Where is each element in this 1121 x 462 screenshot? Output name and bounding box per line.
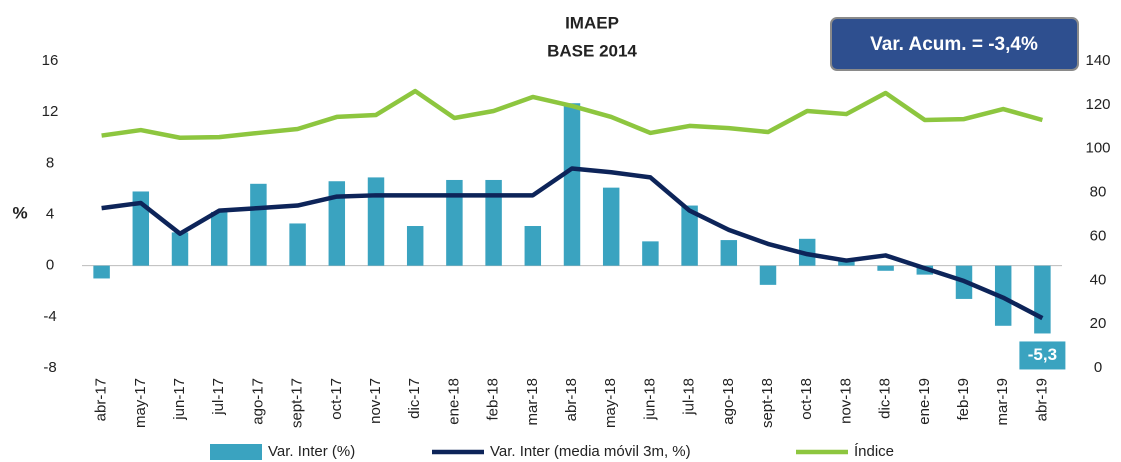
bar xyxy=(289,223,306,266)
y2-tick-label: 60 xyxy=(1090,227,1107,244)
x-tick-label: jul-18 xyxy=(681,378,698,416)
bar xyxy=(93,265,110,279)
x-tick-label: ago-18 xyxy=(720,378,737,425)
x-tick-label: oct-17 xyxy=(328,378,345,420)
value-label: -5,3 xyxy=(1028,345,1057,364)
x-tick-label: jun-18 xyxy=(641,378,658,421)
x-tick-label: feb-19 xyxy=(955,378,972,421)
bar xyxy=(250,183,267,266)
x-tick-label: may-18 xyxy=(602,378,619,428)
bar xyxy=(485,179,502,266)
x-tick-label: abr-19 xyxy=(1033,378,1050,421)
line xyxy=(101,166,1044,321)
x-tick-label: abr-17 xyxy=(93,378,110,421)
chart-subtitle: BASE 2014 xyxy=(547,41,637,60)
y-tick-label: 16 xyxy=(42,52,59,69)
y-axis-label: % xyxy=(12,203,27,222)
chart-title: IMAEP xyxy=(565,13,619,32)
bar xyxy=(877,265,894,271)
y-tick-label: 4 xyxy=(46,205,54,222)
y2-tick-label: 0 xyxy=(1094,359,1102,376)
x-tick-label: sept-18 xyxy=(759,378,776,428)
x-tick-label: nov-18 xyxy=(837,378,854,424)
x-tick-label: may-17 xyxy=(132,378,149,428)
x-tick-label: oct-18 xyxy=(798,378,815,420)
bar xyxy=(602,187,620,266)
y2-tick-label: 140 xyxy=(1085,52,1110,69)
x-tick-label: dic-18 xyxy=(877,378,894,419)
x-tick-label: dic-17 xyxy=(406,378,423,419)
legend-label: Var. Inter (media móvil 3m, %) xyxy=(490,443,691,460)
bar xyxy=(446,179,463,266)
x-tick-label: ene-18 xyxy=(445,378,462,425)
y2-tick-label: 120 xyxy=(1085,96,1110,113)
x-tick-label: abr-18 xyxy=(563,378,580,421)
x-tick-label: sept-17 xyxy=(289,378,306,428)
bar xyxy=(524,226,542,266)
y-tick-label: -8 xyxy=(43,359,56,376)
x-tick-label: nov-17 xyxy=(367,378,384,424)
bar xyxy=(406,226,424,266)
x-tick-label: jul-17 xyxy=(210,378,227,416)
x-tick-label: jun-17 xyxy=(171,378,188,421)
bar xyxy=(132,191,150,266)
annotation: Var. Acum. = -3,4% xyxy=(870,34,1038,55)
x-tick-label: ago-17 xyxy=(249,378,266,425)
x-tick-label: mar-18 xyxy=(524,378,541,426)
y2-tick-label: 20 xyxy=(1090,315,1107,332)
bar xyxy=(720,240,738,266)
x-tick-label: ene-19 xyxy=(916,378,933,425)
y-tick-label: 8 xyxy=(46,154,54,171)
x-tick-label: feb-18 xyxy=(485,378,502,421)
bar xyxy=(563,103,581,266)
y-tick-label: 12 xyxy=(42,103,59,120)
bar xyxy=(328,181,346,266)
x-tick-label: mar-19 xyxy=(994,378,1011,426)
bar xyxy=(759,265,777,285)
y2-tick-label: 100 xyxy=(1085,140,1110,157)
bar xyxy=(1034,265,1051,334)
y2-tick-label: 80 xyxy=(1090,184,1107,201)
annotation-box xyxy=(830,17,1079,71)
legend-label: Var. Inter (%) xyxy=(268,443,355,460)
legend-swatch xyxy=(210,444,262,460)
bar xyxy=(367,177,385,266)
value-label-box xyxy=(1019,341,1066,370)
bar xyxy=(210,211,228,266)
bar xyxy=(171,232,189,266)
line xyxy=(101,88,1044,140)
y-tick-label: 0 xyxy=(46,257,54,274)
y2-tick-label: 40 xyxy=(1090,271,1107,288)
bar xyxy=(681,205,698,266)
y-tick-label: -4 xyxy=(43,308,56,325)
bar xyxy=(642,241,659,266)
legend-label: Índice xyxy=(854,443,894,460)
